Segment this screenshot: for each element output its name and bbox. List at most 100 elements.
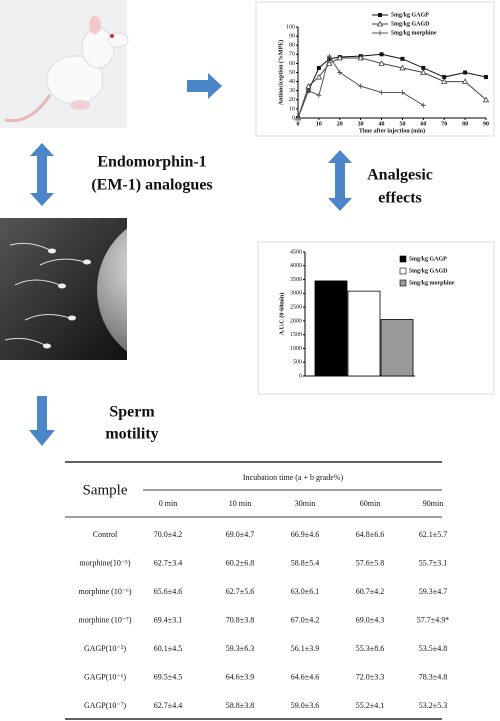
table-cell: morphine (10⁻⁷) [79, 615, 132, 624]
label: effects [378, 190, 422, 207]
table-cell: 59.3±6.3 [226, 644, 254, 653]
table-cell: 65.6±4.6 [154, 587, 182, 596]
sperm-image [0, 210, 257, 370]
double-arrow [30, 143, 54, 206]
y-tick-label: 20 [289, 97, 295, 103]
table-cell: GAGP(10⁻⁷) [84, 701, 126, 710]
y-tick-label: 0 [292, 115, 295, 121]
table-cell: 55.7±3.1 [419, 558, 447, 567]
y-tick-label: 100 [286, 24, 295, 30]
marker [379, 52, 384, 57]
table-cell: 63.0±6.1 [291, 587, 319, 596]
label: (EM-1) analogues [91, 177, 212, 194]
legend-swatch [399, 267, 407, 275]
marker [305, 88, 311, 94]
y-tick-label: 70 [289, 52, 295, 58]
marker [316, 92, 322, 98]
table-cell: 55.3±8.6 [356, 644, 384, 653]
y-tick-label: 60 [289, 61, 295, 67]
marker [358, 83, 364, 89]
y-axis-label: Antinociception (%MPE) [277, 40, 284, 106]
legend-label: 5mg/kg GAGD [391, 21, 430, 27]
table-cell: 62.1±5.7 [419, 530, 447, 539]
column-header: 60min [360, 499, 380, 508]
y-tick-label: 2000 [290, 318, 302, 324]
bar-chart: 0 500 1000 1500 2000 2500 3000 3500 4000 4500 A.U.… [278, 249, 454, 379]
legend-marker [376, 20, 384, 27]
marker [327, 56, 332, 61]
marker [295, 115, 301, 121]
y-tick-label: 4500 [290, 249, 302, 255]
table-cell: 53.5±4.8 [419, 644, 447, 653]
table-cell: 60.7±4.2 [356, 587, 384, 596]
table-cell: 64.6±3.9 [226, 672, 254, 681]
x-tick-label: 60 [420, 121, 426, 127]
table-header: Sample [83, 482, 128, 498]
double-arrow [328, 150, 352, 211]
legend-marker [377, 30, 383, 36]
y-axis-label: A.U.C (0-60min) [278, 293, 285, 336]
marker [378, 60, 385, 66]
y-tick-label: 30 [289, 88, 295, 94]
bar [314, 280, 348, 377]
table-cell: 78.3±4.8 [419, 672, 447, 681]
marker [421, 65, 426, 70]
table-cell: 67.0±4.2 [291, 615, 319, 624]
y-tick-label: 50 [289, 70, 295, 76]
bar [347, 290, 381, 377]
label: Sperm [109, 404, 155, 421]
table-cell: 62.7±3.4 [154, 558, 182, 567]
rat-image [0, 0, 129, 128]
legend-label: 5mg/kg morphine [409, 280, 455, 286]
y-tick-label: 1000 [290, 346, 302, 352]
table-cell: 57.6±5.8 [356, 558, 384, 567]
legend-swatch [399, 279, 407, 287]
x-tick-label: 50 [399, 121, 405, 127]
table-cell: 62.7±5.6 [226, 587, 254, 596]
x-tick-label: 40 [379, 121, 385, 127]
marker [482, 96, 490, 103]
x-tick-label: 20 [337, 121, 343, 127]
y-tick-label: 90 [289, 33, 295, 39]
marker [305, 82, 312, 89]
y-tick-label: 40 [289, 79, 295, 85]
marker [461, 78, 469, 84]
table-cell: 72.0±3.3 [356, 672, 384, 681]
legend-marker [378, 13, 382, 17]
table-cell: 64.6±4.6 [291, 672, 319, 681]
table-cell: 55.2±4.1 [356, 701, 384, 710]
table-cell: 69.5±4.5 [154, 672, 182, 681]
series-line [297, 53, 487, 119]
x-tick-label: 70 [441, 121, 447, 127]
marker [399, 90, 405, 96]
line-chart: 0 10 20 30 40 50 60 70 80 90 100 0 10 20 30 40 50 60 70 80 9… [277, 12, 490, 134]
y-tick-label: 10 [289, 106, 295, 112]
table-cell: 59.0±3.6 [291, 701, 319, 710]
table-cell: 69.4±3.1 [154, 615, 182, 624]
table-cell: 60.2±6.8 [226, 558, 254, 567]
table-cell: GAGP(10⁻⁵) [84, 644, 126, 653]
x-tick-label: 80 [462, 121, 468, 127]
x-tick-label: 30 [358, 121, 364, 127]
marker [379, 90, 385, 96]
x-axis-label: Time after injection (min) [359, 127, 425, 134]
table-cell: 56.1±3.9 [291, 644, 319, 653]
table-cell: 53.2±5.3 [419, 701, 447, 710]
y-tick-label: 500 [293, 360, 302, 366]
marker [316, 65, 321, 70]
table-cell: 64.8±6.6 [356, 530, 384, 539]
marker [326, 53, 332, 59]
table-cell: 70.0±4.2 [154, 530, 182, 539]
marker [484, 75, 488, 80]
column-header: 30min [295, 499, 315, 508]
x-tick-label: 0 [297, 121, 300, 127]
marker [357, 54, 364, 61]
marker [420, 69, 427, 75]
table-header: Incubation time (a + b grade%) [243, 473, 344, 482]
label: Endomorphin-1 [97, 154, 206, 171]
y-tick-label: 4000 [290, 263, 302, 269]
table-cell: 60.1±4.5 [154, 644, 182, 653]
y-tick-label: 3000 [290, 291, 302, 297]
legend-label: 5mg/kg GAGP [409, 256, 447, 262]
